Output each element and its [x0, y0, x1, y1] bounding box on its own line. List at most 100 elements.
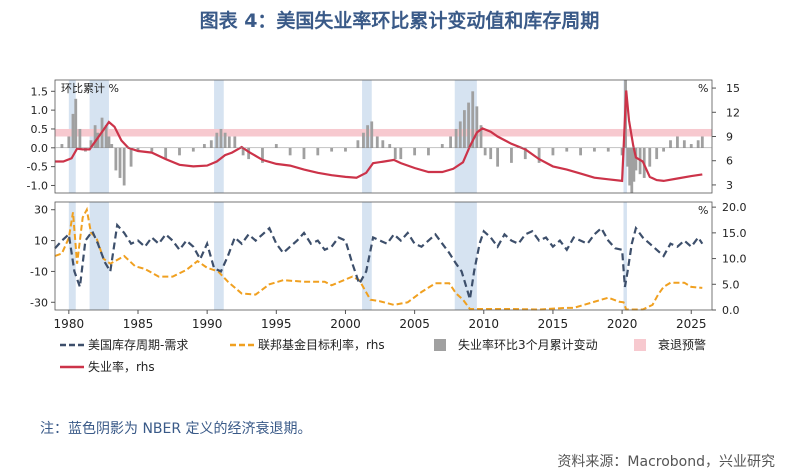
change-bar	[71, 113, 75, 148]
change-bar	[696, 140, 700, 148]
x-tick-label: 1980	[54, 317, 85, 331]
change-bar	[565, 147, 569, 152]
y-tick-label-right-bottom: 5.0	[722, 278, 740, 291]
y-tick-label-right-bottom: 0.0	[722, 304, 740, 317]
top-left-axis-label: 环比累计 %	[61, 82, 119, 95]
y-tick-label-left-top: -0.5	[27, 161, 48, 174]
change-bar	[215, 132, 219, 148]
bottom-right-axis-label: %	[698, 204, 708, 217]
change-bar	[110, 144, 114, 148]
y-tick-label-right-top: 3	[726, 179, 733, 192]
change-bar	[655, 147, 659, 160]
panel-frame-1	[54, 201, 713, 311]
change-bar	[247, 147, 251, 160]
change-bar	[233, 136, 237, 148]
y-tick-label-left-bottom: -30	[30, 296, 48, 309]
change-bar	[454, 128, 458, 148]
x-tick-label: 2020	[607, 317, 638, 331]
change-bar	[178, 147, 181, 156]
y-tick-label-right-top: 15	[726, 82, 740, 95]
x-tick-label: 2000	[330, 317, 361, 331]
change-bar	[67, 136, 71, 148]
change-bar	[628, 147, 632, 186]
change-bar	[129, 147, 133, 167]
recession-band-0-1	[68, 202, 76, 310]
change-bar	[381, 140, 385, 148]
y-tick-label-right-top: 6	[726, 155, 733, 168]
change-bar	[164, 147, 168, 160]
y-tick-label-right-bottom: 15.0	[722, 227, 747, 240]
y-tick-label-right-bottom: 10.0	[722, 253, 747, 266]
change-bar	[388, 144, 392, 148]
change-bar	[630, 147, 634, 193]
change-bar	[209, 140, 213, 148]
change-bar	[463, 110, 466, 148]
legend-swatch-change	[434, 339, 446, 351]
change-bar	[700, 136, 704, 148]
change-bar	[593, 147, 596, 152]
change-bar	[393, 147, 397, 160]
change-bar	[219, 128, 223, 148]
change-bar	[316, 147, 320, 156]
change-bar	[191, 147, 195, 152]
source-note: 资料来源：Macrobond，兴业研究	[557, 454, 775, 470]
change-bar	[489, 147, 493, 160]
change-bar	[662, 147, 665, 152]
x-tick-label: 2005	[399, 317, 430, 331]
change-bar	[682, 140, 686, 148]
legend: 美国库存周期-需求 联邦基金目标利率，rhs 失业率环比3个月累计变动 衰退预警失业率…	[60, 337, 706, 374]
warning-band	[55, 128, 712, 137]
change-bar	[202, 144, 206, 148]
change-bar	[471, 91, 475, 148]
footnote: 注：蓝色阴影为 NBER 定义的经济衰退期。	[40, 421, 312, 437]
legend-label-unemp: 失业率，rhs	[88, 359, 155, 374]
inventory-cycle-line	[54, 222, 704, 300]
recession-band-2-1	[214, 202, 224, 310]
recession-band-3-1	[362, 202, 372, 310]
warning-band-rect	[55, 128, 712, 137]
change-bar	[330, 147, 334, 152]
change-bar	[223, 132, 227, 148]
change-bar	[523, 147, 527, 160]
legend-label-fed: 联邦基金目标利率，rhs	[258, 337, 385, 352]
legend-swatch-warning	[634, 339, 646, 351]
change-bar	[413, 147, 417, 156]
y-tick-label-left-top: 1.0	[31, 104, 49, 117]
axes: 1.5 1.0 0.5 0.0 -0.5 -1.0 15 12 9 6 3 30 10 -10 -30 20.…	[27, 79, 747, 331]
change-bar	[356, 140, 360, 148]
change-bar	[241, 147, 245, 156]
change-bar	[626, 147, 630, 167]
fed-funds-line	[54, 206, 703, 311]
change-bar	[288, 147, 292, 156]
chart-title: 图表 4：美国失业率环比累计变动值和库存周期	[199, 10, 600, 32]
change-bar	[689, 144, 693, 148]
change-bar	[150, 147, 154, 152]
change-bar	[496, 147, 500, 167]
x-tick-label: 1985	[123, 317, 154, 331]
y-tick-label-left-top: 0.5	[31, 123, 49, 136]
y-tick-label-left-bottom: 10	[34, 235, 48, 248]
y-tick-label-left-top: -1.0	[27, 179, 48, 192]
change-bar	[399, 147, 403, 160]
change-bar	[366, 125, 369, 148]
x-tick-label: 2015	[538, 317, 569, 331]
change-bar	[362, 132, 365, 148]
change-bar	[107, 136, 111, 148]
x-tick-label: 1990	[192, 317, 223, 331]
change-bar	[475, 106, 479, 148]
change-bar	[427, 147, 430, 156]
change-bar	[620, 147, 624, 156]
change-bar	[579, 147, 582, 156]
change-bar	[510, 147, 513, 163]
change-bar	[440, 144, 444, 148]
change-bar	[634, 147, 638, 171]
change-bar	[467, 102, 470, 148]
change-bar	[78, 128, 82, 148]
legend-label-warning: 衰退预警	[658, 337, 706, 352]
change-bar	[479, 125, 483, 148]
change-bar	[370, 121, 374, 148]
recession-shading	[68, 80, 627, 310]
change-bar	[89, 140, 93, 148]
legend-label-inventory: 美国库存周期-需求	[88, 337, 188, 352]
